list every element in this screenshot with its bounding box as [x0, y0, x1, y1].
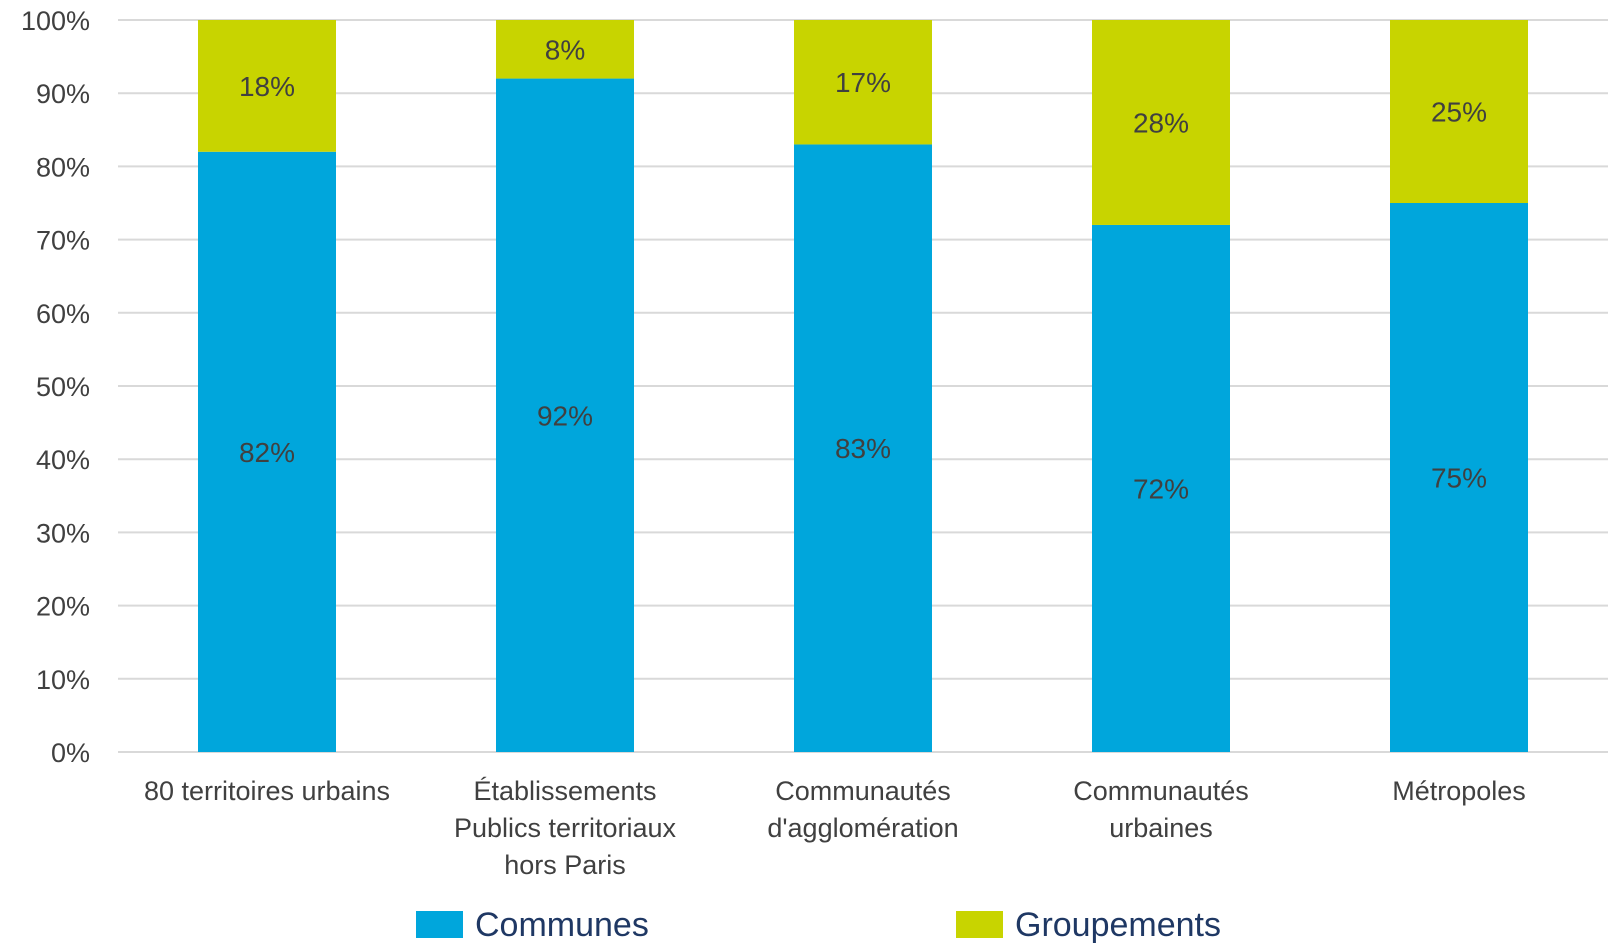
data-label: 18%: [239, 71, 295, 102]
legend-swatch-groupements: [956, 911, 1003, 938]
data-label: 92%: [537, 400, 593, 431]
y-tick-label: 90%: [36, 79, 90, 109]
data-label: 8%: [545, 34, 585, 65]
data-label: 28%: [1133, 107, 1189, 138]
x-category-label: 80 territoires urbains: [144, 776, 390, 806]
y-tick-label: 70%: [36, 226, 90, 256]
x-category-label-line: Établissements: [473, 776, 656, 806]
x-category-label: Métropoles: [1392, 776, 1526, 806]
y-tick-label: 80%: [36, 152, 90, 182]
bar-segment-groupements: [794, 20, 932, 145]
x-category-label-line: Métropoles: [1392, 776, 1526, 806]
x-category-label-line: hors Paris: [504, 850, 626, 880]
bar-segment-communes: [1092, 224, 1230, 752]
y-tick-label: 40%: [36, 445, 90, 475]
bar-segment-groupements: [1092, 20, 1230, 225]
y-tick-label: 60%: [36, 299, 90, 329]
bar-segment-groupements: [1390, 20, 1528, 203]
bar-segment-communes: [496, 78, 634, 752]
data-label: 25%: [1431, 97, 1487, 128]
y-tick-label: 100%: [21, 6, 90, 36]
bar-segment-groupements: [496, 20, 634, 79]
data-label: 72%: [1133, 473, 1189, 504]
x-axis: 80 territoires urbains Établissements Publ…: [144, 776, 1526, 880]
legend-label-groupements: Groupements: [1015, 906, 1221, 944]
data-label: 75%: [1431, 463, 1487, 494]
legend: Communes Groupements: [416, 906, 1221, 944]
y-tick-label: 30%: [36, 518, 90, 548]
data-label: 82%: [239, 437, 295, 468]
bar-segment-communes: [1390, 203, 1528, 752]
x-category-label: Communautés d'agglomération: [767, 776, 958, 843]
x-category-label-line: 80 territoires urbains: [144, 776, 390, 806]
x-category-label-line: Communautés: [775, 776, 951, 806]
y-tick-label: 20%: [36, 592, 90, 622]
x-category-label-line: d'agglomération: [767, 813, 958, 843]
y-axis: 0% 10% 20% 30% 40% 50% 60% 70% 80% 90% 100%: [21, 6, 90, 768]
bar-segment-communes: [198, 151, 336, 752]
y-tick-label: 10%: [36, 665, 90, 695]
x-category-label: Communautés urbaines: [1073, 776, 1249, 843]
bar-segment-groupements: [198, 20, 336, 152]
data-label: 17%: [835, 67, 891, 98]
x-category-label-line: urbaines: [1109, 813, 1213, 843]
bars: 82% 18% 92% 8% 83% 17% 72% 28% 75% 25%: [198, 20, 1528, 752]
x-category-label-line: Publics territoriaux: [454, 813, 677, 843]
x-category-label: Établissements Publics territoriaux hors P…: [454, 776, 677, 880]
legend-label-communes: Communes: [475, 906, 649, 944]
y-tick-label: 50%: [36, 372, 90, 402]
y-tick-label: 0%: [51, 738, 90, 768]
data-label: 83%: [835, 433, 891, 464]
x-category-label-line: Communautés: [1073, 776, 1249, 806]
legend-swatch-communes: [416, 911, 463, 938]
bar-segment-communes: [794, 144, 932, 752]
